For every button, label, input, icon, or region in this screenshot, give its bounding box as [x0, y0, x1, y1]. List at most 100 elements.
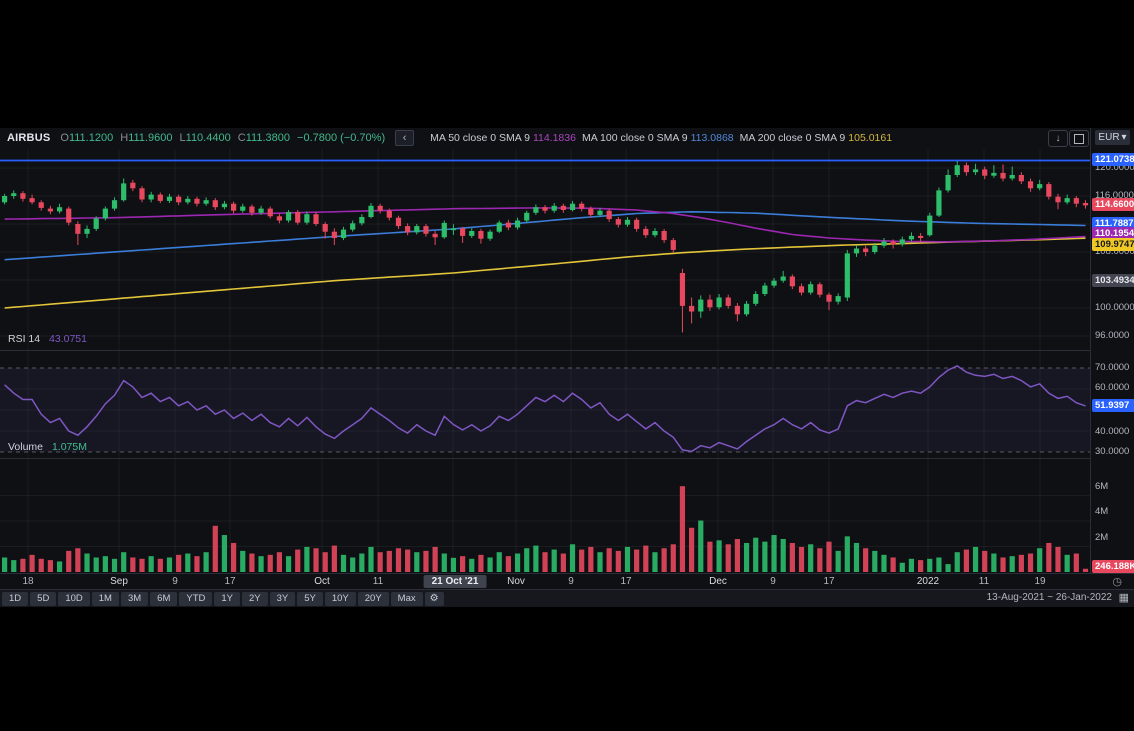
ma200-badge: 109.9747	[1092, 238, 1134, 251]
currency-dropdown[interactable]: EUR ▾	[1095, 130, 1130, 145]
candle	[203, 200, 209, 204]
time-scale[interactable]: 21 Oct '21 ◷ 18 Sep 9 17 Oct 11 Nov 9 17 Dec 9 17 20…	[0, 573, 1134, 590]
candle	[524, 212, 530, 221]
range-button-1y[interactable]: 1Y	[214, 591, 240, 606]
candle	[569, 203, 576, 210]
candle	[377, 205, 383, 211]
range-button-5d[interactable]: 5D	[30, 591, 57, 606]
volume-bar	[359, 553, 365, 572]
candle	[615, 219, 621, 225]
bottom-toolbar: 1D 5D 10D 1M 3M 6M YTD 1Y 2Y 3Y 5Y 10Y 20Y Max ⚙ 13-Au…	[0, 589, 1134, 607]
volume-bar	[652, 552, 658, 572]
candle	[1064, 198, 1070, 203]
collapse-indicators-button[interactable]: ‹	[395, 130, 415, 146]
symbol-title[interactable]: AIRBUS	[7, 132, 51, 144]
volume-bar	[1037, 548, 1043, 572]
chart-header: AIRBUS O111.1200 H111.9600 L110.4400 C11…	[0, 128, 1097, 148]
chart-plot-area[interactable]: RSI 14 43.0751 Volume 1.075M	[0, 148, 1090, 573]
high-value: 111.9600	[128, 132, 173, 144]
volume-bar	[743, 542, 750, 572]
volume-bar	[75, 548, 81, 572]
candle	[514, 220, 521, 228]
open-value: 111.1200	[68, 132, 114, 144]
fullscreen-button[interactable]	[1069, 130, 1089, 147]
volume-bar	[798, 546, 805, 572]
volume-bar	[624, 546, 631, 572]
candle	[212, 200, 218, 208]
volume-value: 1.075M	[51, 441, 87, 453]
candle	[423, 226, 429, 234]
ma-legend-value-2: 105.0161	[848, 132, 893, 144]
ma-legend-value-0: 114.1836	[532, 132, 576, 144]
volume-bar	[231, 542, 237, 572]
ma-legend-label-0[interactable]: MA 50 close 0 SMA 9	[430, 132, 530, 144]
candle	[734, 305, 740, 315]
calendar-icon[interactable]: ▦	[1118, 592, 1129, 604]
volume-bar	[643, 545, 649, 572]
download-button[interactable]: ↓	[1048, 130, 1068, 147]
range-button-1m[interactable]: 1M	[91, 591, 119, 606]
volume-bar	[514, 553, 521, 572]
rsi-value: 43.0751	[49, 333, 87, 345]
range-button-3m[interactable]: 3M	[120, 591, 149, 606]
change-value: −0.7800 (−0.70%)	[297, 132, 386, 144]
time-axis-tick: Sep	[110, 576, 128, 587]
volume-bar	[1064, 554, 1070, 572]
candle	[20, 193, 26, 199]
price-scale[interactable]: EUR ▾ 120.0000 116.0000 108.0000 100.0000 96…	[1090, 128, 1134, 573]
date-range-text[interactable]: 13-Aug-2021 ~ 26-Jan-2022	[986, 592, 1112, 603]
volume-pane-legend[interactable]: Volume 1.075M	[8, 441, 87, 453]
volume-bar	[679, 486, 686, 572]
candle	[972, 169, 979, 173]
download-icon: ↓	[1055, 133, 1061, 144]
range-button-2y[interactable]: 2Y	[241, 591, 268, 606]
range-button-max[interactable]: Max	[390, 591, 423, 606]
time-axis-tick: 19	[1034, 576, 1046, 587]
volume-bar	[47, 560, 53, 572]
ma100-badge: 111.7887	[1092, 217, 1134, 230]
session-clock-icon[interactable]: ◷	[1112, 576, 1122, 588]
low-label: L	[179, 132, 186, 144]
volume-bar	[542, 552, 548, 572]
range-button-1d[interactable]: 1D	[2, 591, 29, 606]
moving-averages	[4, 207, 1086, 309]
candle	[689, 305, 695, 312]
volume-bar	[487, 557, 493, 572]
volume-bar	[670, 544, 676, 572]
candle	[606, 210, 612, 220]
range-button-3y[interactable]: 3Y	[269, 591, 296, 606]
range-button-20y[interactable]: 20Y	[357, 591, 389, 606]
volume-bar	[780, 539, 786, 572]
candle	[725, 297, 731, 306]
candle	[670, 240, 676, 250]
chart-widget: AIRBUS O111.1200 H111.9600 L110.4400 C11…	[0, 128, 1134, 607]
candle	[405, 226, 411, 233]
rsi-pane[interactable]	[0, 365, 1090, 453]
time-axis-tick: 17	[224, 576, 236, 587]
time-axis-tick: 9	[568, 576, 574, 587]
volume-bar	[212, 525, 218, 572]
candle	[1, 196, 8, 203]
gear-icon[interactable]: ⚙	[424, 591, 444, 606]
candle	[908, 235, 915, 240]
ma-legend-label-2[interactable]: MA 200 close 0 SMA 9	[739, 132, 846, 144]
range-button-6m[interactable]: 6M	[150, 591, 178, 606]
last-price-badge: 114.6600	[1092, 198, 1134, 211]
range-button-ytd[interactable]: YTD	[179, 591, 213, 606]
range-button-10y[interactable]: 10Y	[324, 591, 356, 606]
range-button-10d[interactable]: 10D	[58, 591, 90, 606]
candle	[679, 273, 686, 306]
volume-bar	[102, 556, 108, 572]
chart-canvas[interactable]	[0, 148, 1090, 573]
range-button-5y[interactable]: 5Y	[297, 591, 323, 606]
candle	[918, 235, 924, 238]
volume-bar	[313, 548, 319, 572]
candle	[798, 286, 805, 293]
volume-bar	[716, 540, 722, 572]
rsi-pane-legend[interactable]: RSI 14 43.0751	[8, 333, 87, 345]
ma-legend-label-1[interactable]: MA 100 close 0 SMA 9	[581, 132, 688, 144]
ma-legend-group: MA 50 close 0 SMA 9 114.1836 MA 100 close …	[424, 132, 892, 144]
candle	[982, 169, 988, 176]
candle	[157, 194, 163, 201]
open-label: O	[60, 132, 69, 144]
